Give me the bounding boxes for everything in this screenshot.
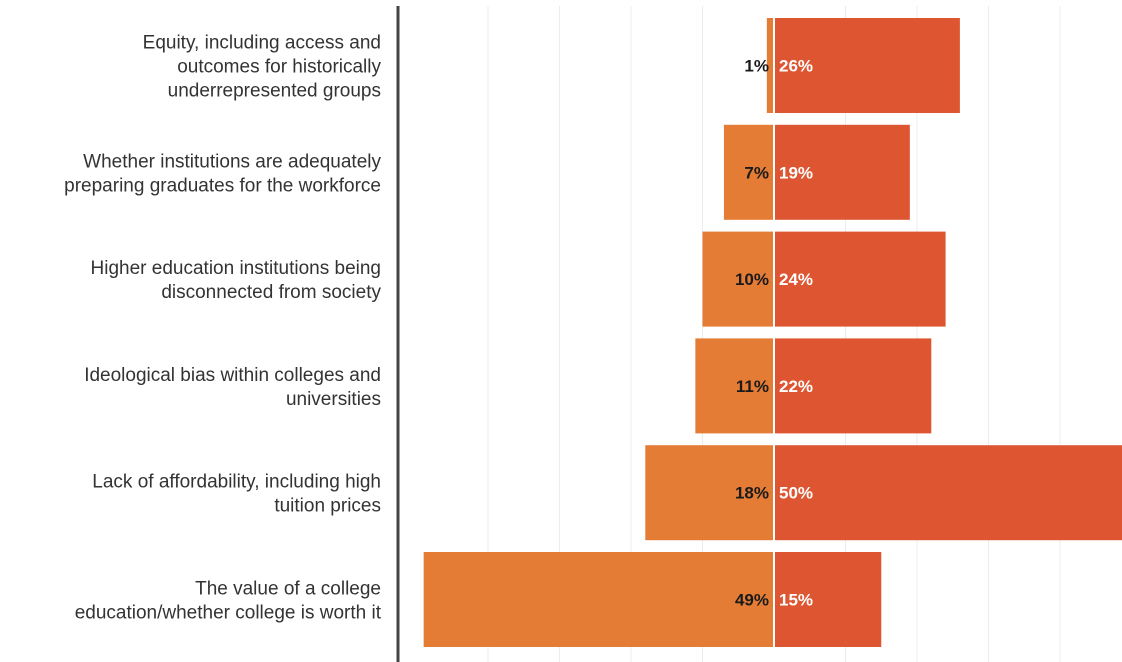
data-label-left-5: 49% [735,591,769,610]
category-label-5-line-1: education/whether college is worth it [75,603,382,624]
category-label-2-line-1: disconnected from society [161,282,381,303]
data-label-left-0: 1% [744,57,769,76]
data-label-left-4: 18% [735,484,769,503]
bar-left-1 [723,124,774,220]
category-label-3-line-0: Ideological bias within colleges and [84,365,381,386]
category-label-5-line-0: The value of a college [195,579,381,600]
bar-left-3 [695,338,774,434]
bar-right-5 [774,552,882,647]
data-label-right-2: 24% [779,270,813,289]
category-label-0-line-1: outcomes for historically [177,57,381,78]
bar-right-2 [774,231,946,327]
category-label-0-line-2: underrepresented groups [168,81,381,102]
bars [423,18,1122,647]
data-label-left-2: 10% [735,270,769,289]
data-label-right-1: 19% [779,163,813,182]
category-label-2-line-0: Higher education institutions being [91,258,381,279]
data-label-right-5: 15% [779,591,813,610]
data-label-left-3: 11% [736,377,769,396]
category-labels: Equity, including access and outcomes for… [64,33,382,624]
bar-left-5 [423,552,774,647]
bar-left-2 [702,231,774,327]
bar-left-4 [645,445,774,541]
data-label-right-0: 26% [779,57,813,76]
data-label-right-4: 50% [779,484,813,503]
category-label-1-line-1: preparing graduates for the workforce [64,175,381,196]
gridlines [487,6,1061,662]
bar-right-3 [774,338,932,434]
category-label-1-line-0: Whether institutions are adequately [83,151,381,172]
category-label-4-line-1: tuition prices [274,496,381,517]
data-label-right-3: 22% [779,377,813,396]
category-label-0-line-0: Equity, including access and [143,33,381,54]
bar-right-4 [774,445,1122,541]
data-labels: 1% 26% 7% 19% 10% 24% 11% 22% 18% 50% 49% 15% [735,57,813,610]
category-label-3-line-1: universities [286,389,381,410]
bar-right-0 [774,18,960,113]
data-label-left-1: 7% [744,163,769,182]
bar-right-1 [774,124,910,220]
category-label-4-line-0: Lack of affordability, including high [92,472,381,493]
bar-left-0 [766,18,774,113]
